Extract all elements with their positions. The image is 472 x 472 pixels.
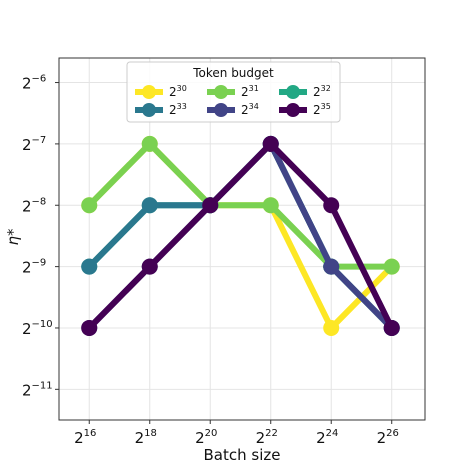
legend-swatch-marker bbox=[286, 103, 300, 117]
legend-item: 231 bbox=[207, 84, 259, 99]
legend-item: 233 bbox=[135, 102, 187, 117]
data-point bbox=[262, 135, 279, 152]
legend-label: 231 bbox=[241, 84, 259, 99]
series-31 bbox=[81, 135, 400, 275]
x-axis-ticks: 216 218 220 222 224 226 bbox=[74, 420, 399, 447]
plot-area-frame bbox=[58, 57, 426, 421]
data-point bbox=[323, 258, 340, 275]
data-point bbox=[141, 258, 158, 275]
y-tick-label: 2−8 bbox=[22, 196, 46, 215]
legend-label: 234 bbox=[241, 102, 259, 117]
data-point bbox=[141, 135, 158, 152]
x-tick-label: 224 bbox=[316, 428, 338, 447]
series-layer bbox=[81, 135, 400, 336]
legend-label: 233 bbox=[169, 102, 187, 117]
data-point bbox=[383, 319, 400, 336]
legend-item: 234 bbox=[207, 102, 259, 117]
x-tick-label: 218 bbox=[135, 428, 157, 447]
legend-swatch-marker bbox=[142, 85, 156, 99]
legend-label: 230 bbox=[169, 84, 187, 99]
data-point bbox=[262, 197, 279, 214]
y-tick-label: 2−11 bbox=[22, 380, 53, 399]
data-point bbox=[383, 258, 400, 275]
x-tick-label: 220 bbox=[195, 428, 217, 447]
y-tick-label: 2−10 bbox=[22, 319, 53, 338]
y-axis-label: η* bbox=[4, 228, 22, 246]
series-line bbox=[86, 140, 395, 331]
data-point bbox=[323, 197, 340, 214]
series-35 bbox=[81, 135, 400, 336]
y-tick-label: 2−9 bbox=[22, 258, 46, 277]
x-tick-label: 222 bbox=[256, 428, 278, 447]
x-tick-label: 216 bbox=[74, 428, 96, 447]
legend-title: Token budget bbox=[192, 66, 274, 80]
data-point bbox=[81, 319, 98, 336]
legend-item: 230 bbox=[135, 84, 187, 99]
legend-swatch-marker bbox=[142, 103, 156, 117]
legend-item: 232 bbox=[279, 84, 331, 99]
data-point bbox=[81, 197, 98, 214]
y-tick-label: 2−6 bbox=[22, 74, 46, 93]
y-tick-label: 2−7 bbox=[22, 135, 46, 154]
legend-swatch-marker bbox=[286, 85, 300, 99]
data-point bbox=[202, 197, 219, 214]
legend-label: 232 bbox=[313, 84, 331, 99]
data-point bbox=[81, 258, 98, 275]
legend-label: 235 bbox=[313, 102, 331, 117]
legend-swatch-marker bbox=[214, 85, 228, 99]
data-point bbox=[323, 319, 340, 336]
legend-swatch-marker bbox=[214, 103, 228, 117]
legend: Token budget 230 231 232 233 234 235 bbox=[126, 61, 341, 123]
x-tick-label: 226 bbox=[377, 428, 399, 447]
x-axis-label: Batch size bbox=[204, 446, 281, 464]
series-line bbox=[86, 140, 395, 270]
y-axis-ticks: 2−6 2−7 2−8 2−9 2−10 2−11 bbox=[22, 74, 59, 399]
data-point bbox=[141, 197, 158, 214]
legend-item: 235 bbox=[279, 102, 331, 117]
